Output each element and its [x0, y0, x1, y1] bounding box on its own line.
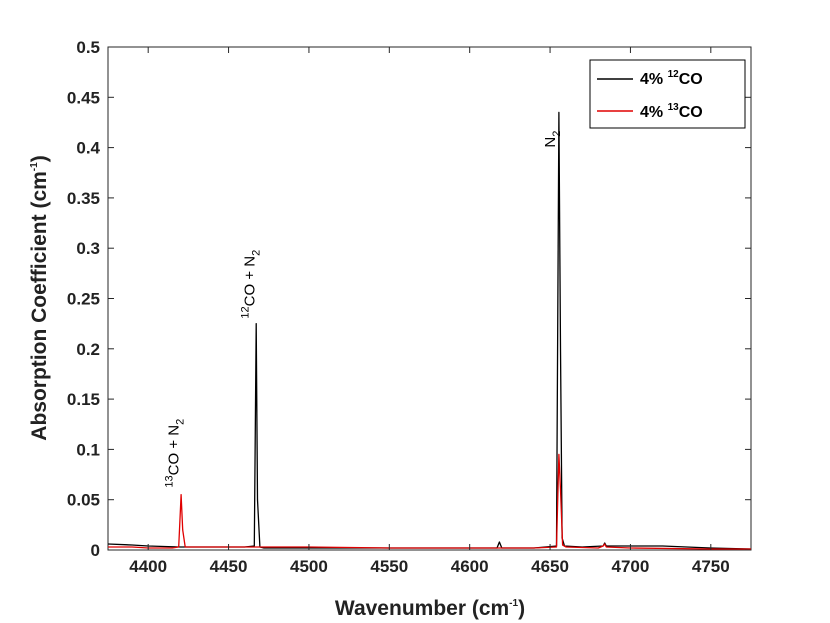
x-tick-label: 4750	[692, 557, 730, 576]
x-tick-label: 4600	[451, 557, 489, 576]
legend-box	[589, 59, 746, 129]
legend-label-13co: 4% 13CO	[640, 102, 703, 121]
y-tick-label: 0.4	[76, 139, 100, 158]
annotation-superscript: 13	[164, 475, 176, 487]
annotation-text: N	[542, 137, 559, 148]
peak-annotation: N2	[542, 131, 563, 148]
peak-annotation: 12CO + N2	[239, 250, 262, 319]
x-tick-label: 4550	[370, 557, 408, 576]
x-tick-label: 4650	[531, 557, 569, 576]
y-tick-label: 0	[91, 541, 100, 560]
x-tick-label: 4700	[612, 557, 650, 576]
x-ticks: 4400 4450 4500 4550 4600 4650 4700 4750	[129, 47, 730, 576]
y-tick-label: 0.25	[67, 290, 100, 309]
annotation-superscript: 12	[239, 306, 251, 318]
annotation-text: CO + N	[241, 256, 258, 306]
y-axis-label: Absorption Coefficient (cm-1)	[28, 155, 51, 440]
x-axis-label: Wavenumber (cm-1)	[335, 597, 525, 620]
series-layer	[107, 111, 752, 550]
annotation-text: CO + N	[166, 425, 183, 475]
y-tick-label: 0.05	[67, 491, 100, 510]
x-tick-label: 4450	[210, 557, 248, 576]
x-tick-label: 4400	[129, 557, 167, 576]
plot-frame	[107, 46, 752, 551]
legend-label-12co: 4% 12CO	[640, 69, 703, 88]
y-tick-label: 0.45	[67, 88, 100, 107]
plot-area	[107, 46, 752, 551]
peak-annotation: 13CO + N2	[164, 419, 187, 488]
y-tick-label: 0.2	[76, 340, 100, 359]
y-tick-label: 0.5	[76, 38, 100, 57]
y-ticks: 0 0.05 0.1 0.15 0.2 0.25 0.3 0.35 0.4 0.45 0.5	[67, 38, 751, 560]
series-line-13co	[108, 453, 751, 550]
y-tick-label: 0.15	[67, 390, 100, 409]
x-tick-label: 4500	[290, 557, 328, 576]
y-tick-label: 0.3	[76, 239, 100, 258]
annotation-subscript: 2	[551, 131, 563, 137]
legend: 4% 12CO 4% 13CO	[589, 59, 746, 129]
y-tick-label: 0.1	[76, 440, 100, 459]
annotation-subscript: 2	[175, 419, 187, 425]
annotation-subscript: 2	[250, 250, 262, 256]
y-tick-label: 0.35	[67, 189, 100, 208]
